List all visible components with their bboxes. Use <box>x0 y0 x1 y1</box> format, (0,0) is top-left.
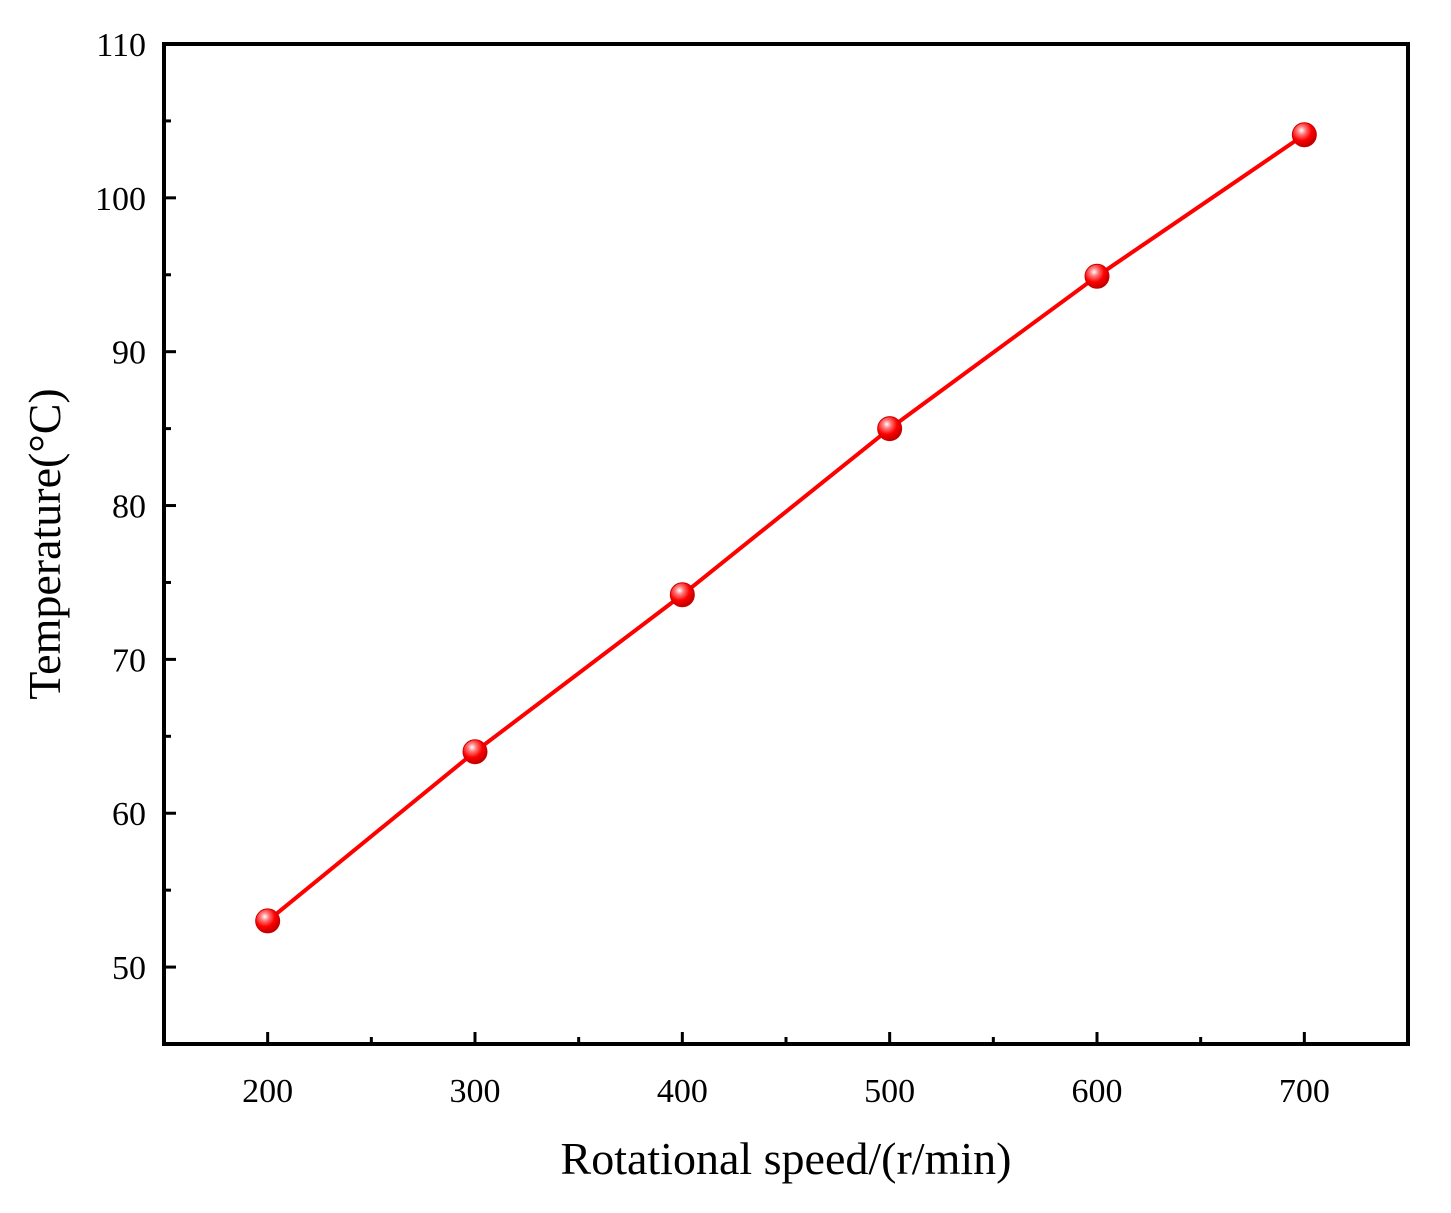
x-tick-label: 400 <box>657 1073 708 1110</box>
x-tick-label: 700 <box>1279 1073 1330 1110</box>
y-tick-label: 50 <box>112 950 146 987</box>
y-tick-label: 100 <box>95 181 146 218</box>
series-layer <box>255 122 1317 934</box>
data-point <box>462 739 488 765</box>
x-axis-title: Rotational speed/(r/min) <box>561 1133 1012 1184</box>
x-tick-label: 500 <box>864 1073 915 1110</box>
y-tick-label: 90 <box>112 335 146 372</box>
data-point <box>255 908 281 934</box>
x-tick-label: 300 <box>450 1073 501 1110</box>
y-tick-label: 110 <box>96 27 146 64</box>
y-tick-label: 80 <box>112 489 146 526</box>
data-point <box>1291 122 1317 148</box>
data-point <box>669 582 695 608</box>
x-axis-ticks: 200 300 400 500 600 700 <box>242 1032 1330 1110</box>
x-tick-label: 200 <box>242 1073 293 1110</box>
data-point <box>877 416 903 442</box>
y-tick-label: 70 <box>112 642 146 679</box>
series-line <box>266 133 1306 923</box>
y-axis-ticks: 50 60 70 80 90 100 110 <box>95 27 176 987</box>
y-axis-title: Temperature(°C) <box>19 388 70 699</box>
plot-frame <box>162 42 1410 1046</box>
y-tick-label: 60 <box>112 796 146 833</box>
data-point <box>1084 263 1110 289</box>
x-tick-label: 600 <box>1072 1073 1123 1110</box>
